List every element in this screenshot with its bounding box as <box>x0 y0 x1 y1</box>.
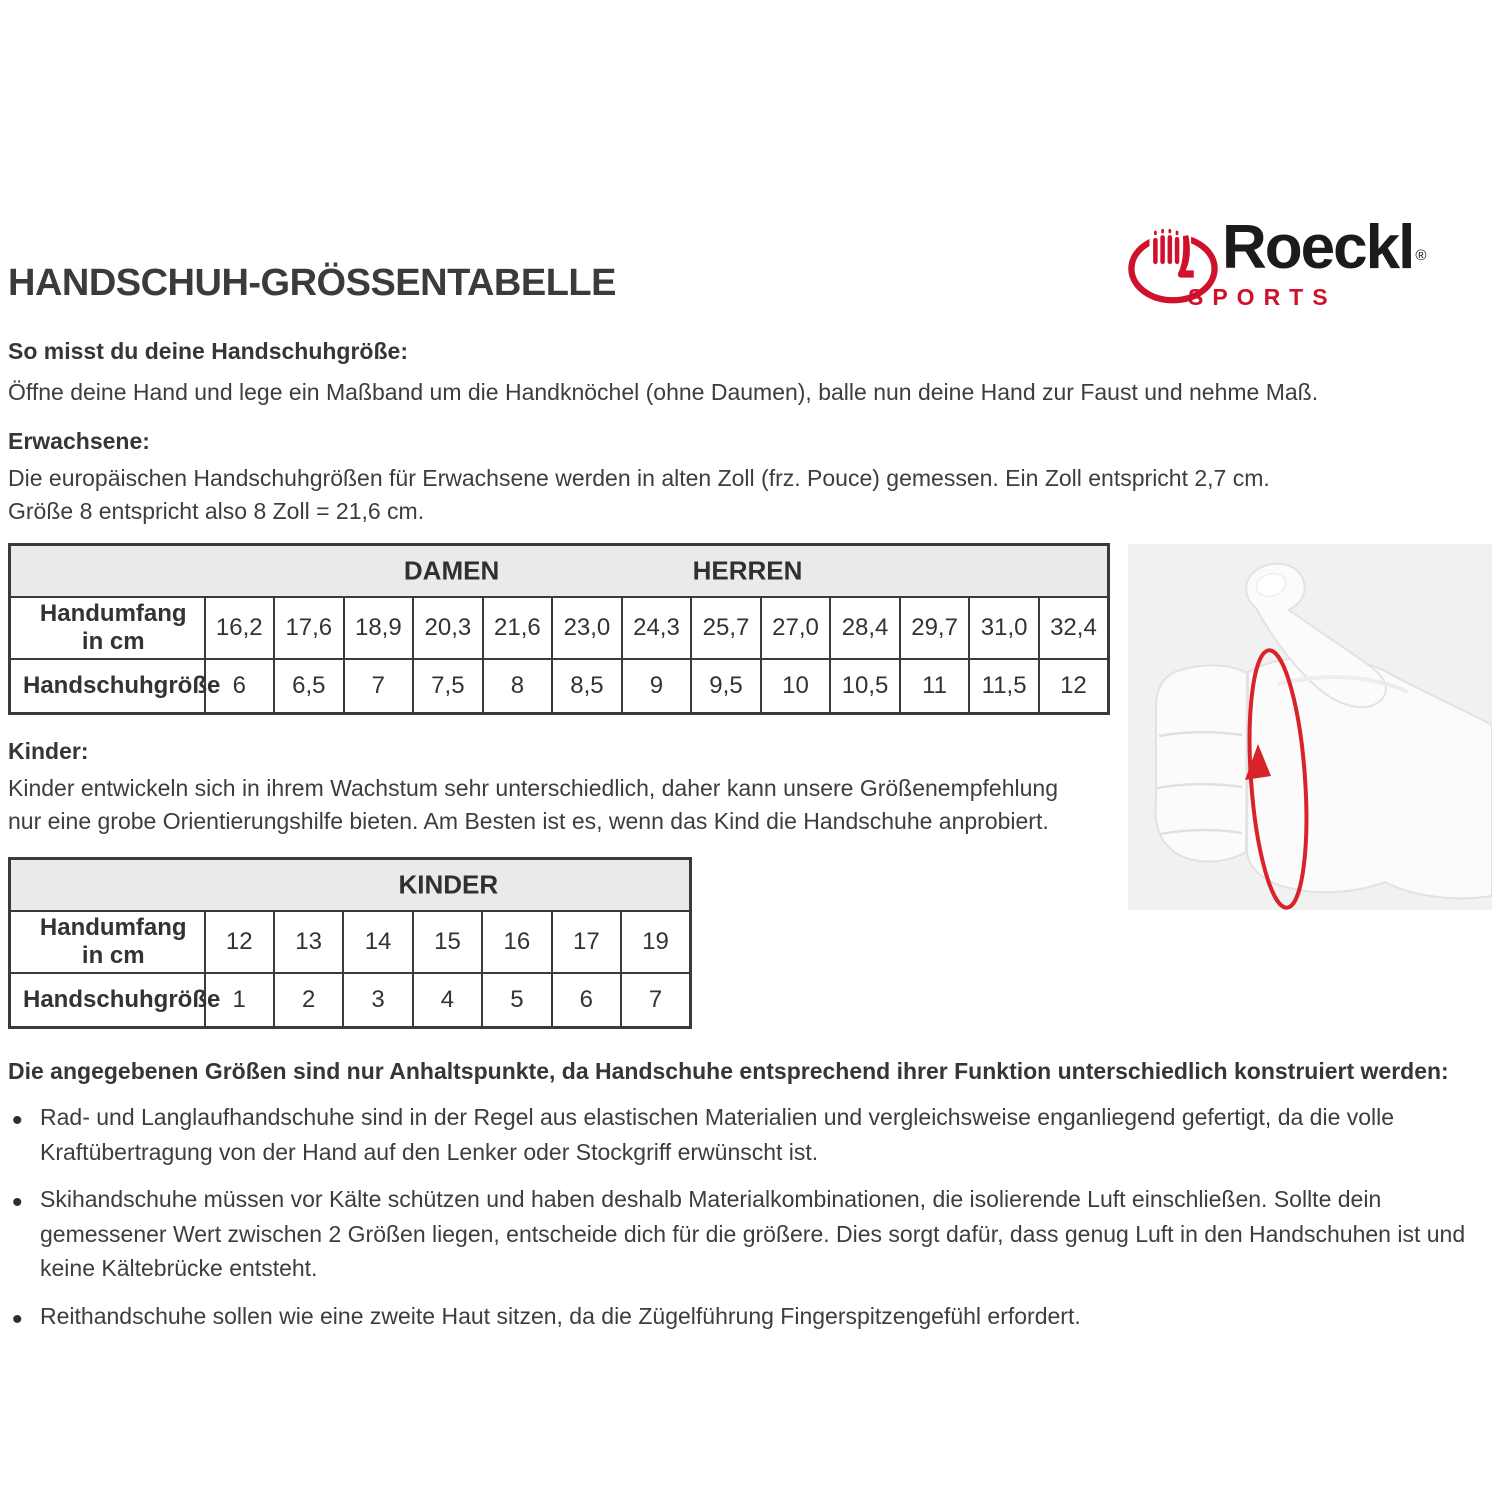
hand-fist <box>1154 664 1249 863</box>
size-cell: 6,5 <box>273 657 345 715</box>
measure-band-ellipse <box>1247 648 1309 910</box>
group-label-kinder: KINDER <box>398 869 499 900</box>
circumference-cell: 17,6 <box>273 595 345 660</box>
roeckl-hand-oval-icon <box>1128 227 1218 304</box>
notes-list: Rad- und Langlaufhandschuhe sind in der … <box>8 1098 1486 1346</box>
kids-text: Kinder entwickeln sich in ihrem Wachstum… <box>8 775 1059 835</box>
size-cell: 1 <box>203 971 275 1029</box>
circumference-cell: 17 <box>550 909 623 974</box>
page-title: HANDSCHUH-GRÖSSENTABELLE <box>8 262 616 304</box>
kids-table-group-row: KINDER <box>8 857 692 912</box>
group-header-cell: DAMEN HERREN <box>8 543 1110 598</box>
circumference-cell: 14 <box>342 909 414 974</box>
size-cell: 8 <box>481 657 554 715</box>
circumference-cell: 16 <box>481 909 553 974</box>
group-header-cell: KINDER <box>8 857 692 912</box>
circumference-cell: 24,3 <box>620 595 693 660</box>
row-label-line2: in cm <box>81 627 145 655</box>
circumference-cell: 15 <box>411 909 484 974</box>
measure-arrow-icon <box>1245 744 1271 780</box>
kids-circumference-row: Handumfang in cm 12 13 14 15 16 17 19 <box>8 909 692 974</box>
notes-heading: Die angegebenen Größen sind nur Anhaltsp… <box>8 1058 1449 1084</box>
circumference-cell: 19 <box>620 909 692 974</box>
size-cell: 8,5 <box>551 657 623 715</box>
brand-sub: SPORTS <box>1188 284 1337 310</box>
size-cell: 4 <box>411 971 484 1029</box>
size-cell: 7,5 <box>412 657 484 715</box>
measuring-heading: So misst du deine Handschuhgröße: <box>8 338 408 364</box>
adult-size-row: Handschuhgröße 6 6,5 7 7,5 8 8,5 9 9,5 1… <box>8 657 1110 715</box>
circumference-cell: 28,4 <box>829 595 901 660</box>
size-cell: 11,5 <box>968 657 1040 715</box>
brand-name: Roeckl ® <box>1222 212 1426 283</box>
size-cell: 7 <box>620 971 692 1029</box>
size-cell: 12 <box>1037 657 1110 715</box>
circumference-cell: 13 <box>272 909 345 974</box>
kids-heading: Kinder: <box>8 738 89 764</box>
brand-logo: Roeckl ® SPORTS <box>1126 213 1492 320</box>
hand-thumb <box>1245 562 1387 709</box>
circumference-cell: 12 <box>203 909 275 974</box>
row-label-glove-size: Handschuhgröße <box>8 971 220 1029</box>
row-label-circumference: Handumfang in cm <box>8 595 206 660</box>
row-label-line1: Handumfang <box>39 913 187 941</box>
size-cell: 9,5 <box>690 657 762 715</box>
kids-size-row: Handschuhgröße 1 2 3 4 5 6 7 <box>8 971 692 1029</box>
size-cell: 10,5 <box>829 657 901 715</box>
circumference-cell: 21,6 <box>481 595 554 660</box>
size-cell: 9 <box>620 657 693 715</box>
circumference-cell: 23,0 <box>551 595 623 660</box>
row-label-glove-size: Handschuhgröße <box>8 657 220 715</box>
circumference-cell: 25,7 <box>690 595 762 660</box>
size-cell: 7 <box>342 657 415 715</box>
adults-text-line1: Die europäischen Handschuhgrößen für Erw… <box>8 465 1270 491</box>
size-note-item: Skihandschuhe müssen vor Kälte schützen … <box>8 1180 1486 1286</box>
brand-name-text: Roeckl <box>1222 213 1415 282</box>
group-label-herren: HERREN <box>692 555 803 586</box>
row-label-circumference: Handumfang in cm <box>8 909 206 974</box>
adult-circumference-row: Handumfang in cm 16,2 17,6 18,9 20,3 21,… <box>8 595 1110 660</box>
measuring-instructions: Öffne deine Hand und lege ein Maßband um… <box>8 379 1319 405</box>
size-note-item: Reithandschuhe sollen wie eine zweite Ha… <box>8 1297 1486 1341</box>
size-cell: 6 <box>550 971 623 1029</box>
adult-size-table: DAMEN HERREN Handumfang in cm 16,2 17,6 … <box>8 543 1110 715</box>
circumference-cell: 32,4 <box>1037 595 1110 660</box>
circumference-cell: 29,7 <box>898 595 971 660</box>
adults-heading: Erwachsene: <box>8 428 150 454</box>
size-cell: 3 <box>342 971 414 1029</box>
group-label-damen: DAMEN <box>403 555 500 586</box>
row-label-line1: Handumfang <box>39 599 187 627</box>
size-cell: 5 <box>481 971 553 1029</box>
adults-text-line2: Größe 8 entspricht also 8 Zoll = 21,6 cm… <box>8 498 425 524</box>
adult-table-group-row: DAMEN HERREN <box>8 543 1110 598</box>
circumference-cell: 20,3 <box>412 595 484 660</box>
thumb-nail <box>1255 572 1287 598</box>
registered-mark: ® <box>1415 247 1427 264</box>
size-cell: 10 <box>759 657 832 715</box>
hand-measure-figure <box>1128 544 1492 910</box>
size-note-item: Rad- und Langlaufhandschuhe sind in der … <box>8 1098 1486 1169</box>
circumference-cell: 16,2 <box>203 595 276 660</box>
row-label-line2: in cm <box>81 941 145 969</box>
size-cell: 11 <box>898 657 971 715</box>
circumference-cell: 31,0 <box>968 595 1040 660</box>
size-cell: 2 <box>272 971 345 1029</box>
kids-size-table: KINDER Handumfang in cm 12 13 14 15 16 1… <box>8 857 692 1029</box>
circumference-cell: 18,9 <box>342 595 415 660</box>
circumference-cell: 27,0 <box>759 595 832 660</box>
